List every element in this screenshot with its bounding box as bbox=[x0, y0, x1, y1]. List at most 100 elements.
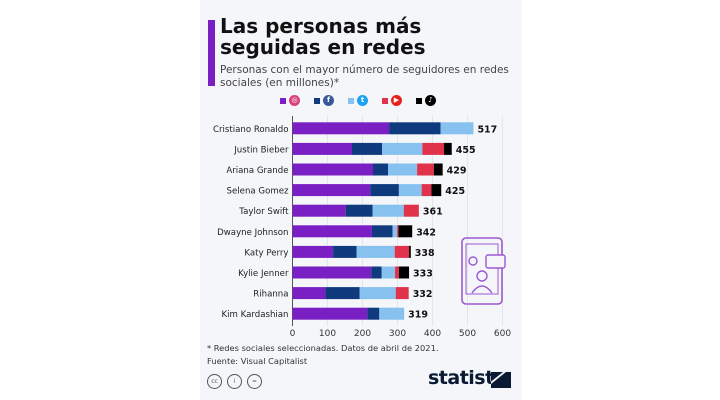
category-label: Justin Bieber bbox=[233, 145, 289, 155]
bar-segment-twitter bbox=[359, 287, 396, 300]
bar-segment-instagram bbox=[292, 307, 368, 320]
category-label: Kim Kardashian bbox=[221, 310, 288, 320]
phone-screen-icon bbox=[465, 243, 499, 295]
category-label: Ariana Grande bbox=[226, 166, 288, 176]
bar-segment-twitter bbox=[356, 245, 395, 258]
legend-swatch bbox=[348, 97, 354, 104]
bar-segment-instagram bbox=[292, 142, 352, 155]
bar-segment-youtube bbox=[394, 245, 410, 258]
bar-segment-facebook bbox=[352, 142, 383, 155]
total-label: 517 bbox=[477, 124, 497, 135]
footer: * Redes sociales seleccionadas. Datos de… bbox=[207, 342, 439, 368]
bar-segment-instagram bbox=[292, 204, 346, 217]
chart-title: Las personas más seguidas en redes bbox=[220, 14, 426, 59]
tiktok-icon: ♪ bbox=[425, 95, 436, 106]
total-label: 429 bbox=[447, 166, 467, 177]
x-tick-label: 500 bbox=[459, 329, 476, 339]
legend-swatch bbox=[280, 97, 286, 104]
category-label: Cristiano Ronaldo bbox=[213, 125, 289, 135]
category-label: Katy Perry bbox=[244, 248, 288, 258]
total-label: 332 bbox=[413, 289, 433, 300]
legend-item-tiktok: ♪ bbox=[416, 95, 436, 106]
bar-segment-facebook bbox=[367, 307, 380, 320]
bar-segment-youtube bbox=[397, 225, 399, 238]
infographic-card bbox=[200, 0, 522, 400]
bar-segment-twitter bbox=[440, 122, 474, 135]
bar-segment-instagram bbox=[292, 122, 390, 135]
facebook-icon: f bbox=[323, 95, 334, 106]
x-tick-label: 100 bbox=[319, 329, 336, 339]
x-tick-label: 400 bbox=[424, 329, 441, 339]
phone-illustration-icon bbox=[461, 237, 503, 305]
by-icon: i bbox=[227, 374, 242, 389]
bar-segment-youtube bbox=[395, 287, 409, 300]
total-label: 333 bbox=[413, 269, 433, 280]
total-label: 455 bbox=[456, 145, 476, 156]
bar-segment-youtube bbox=[395, 266, 399, 279]
category-label: Selena Gomez bbox=[227, 187, 289, 197]
chart-subtitle: Personas con el mayor número de seguidor… bbox=[220, 64, 509, 89]
bar-segment-twitter bbox=[382, 142, 423, 155]
bar-segment-tiktok bbox=[398, 266, 410, 279]
bar-segment-instagram bbox=[292, 245, 334, 258]
bar-segment-facebook bbox=[389, 122, 441, 135]
bar-segment-instagram bbox=[292, 287, 326, 300]
person-body-icon bbox=[471, 285, 493, 294]
bar-segment-youtube bbox=[417, 163, 434, 176]
twitter-icon: t bbox=[357, 95, 368, 106]
chat-bubble-icon bbox=[485, 254, 506, 269]
bar-segment-twitter bbox=[381, 266, 396, 279]
bar-segment-youtube bbox=[421, 184, 432, 197]
total-label: 342 bbox=[416, 227, 436, 238]
bar-segment-youtube bbox=[422, 142, 445, 155]
statista-mark-icon bbox=[491, 372, 511, 388]
x-tick-label: 200 bbox=[354, 329, 371, 339]
bar-chart: 0 100 200 300 400 500 600 Cristiano Ronaldo 517 J… bbox=[213, 116, 511, 339]
legend-item-facebook: f bbox=[314, 95, 334, 106]
legend-swatch bbox=[416, 97, 422, 104]
bar-segment-tiktok bbox=[433, 163, 443, 176]
category-label: Kylie Jenner bbox=[238, 269, 289, 279]
bar-segment-instagram bbox=[292, 266, 372, 279]
cc-icon: cc bbox=[207, 374, 222, 389]
total-label: 361 bbox=[423, 207, 443, 218]
bar-segment-instagram bbox=[292, 163, 373, 176]
category-label: Dwayne Johnson bbox=[217, 228, 288, 238]
legend-swatch bbox=[382, 97, 388, 104]
source: Fuente: Visual Capitalist bbox=[207, 356, 308, 366]
statista-logo: statista bbox=[428, 367, 507, 389]
legend: ◎ f t ▶ ♪ bbox=[280, 95, 436, 106]
bar-segment-instagram bbox=[292, 225, 372, 238]
bar-segment-facebook bbox=[325, 287, 360, 300]
legend-item-instagram: ◎ bbox=[280, 95, 300, 106]
total-label: 319 bbox=[408, 310, 428, 321]
category-label: Rihanna bbox=[253, 290, 288, 300]
bar-segment-facebook bbox=[333, 245, 357, 258]
legend-swatch bbox=[314, 97, 320, 104]
category-label: Taylor Swift bbox=[238, 207, 289, 217]
instagram-icon: ◎ bbox=[289, 95, 300, 106]
license-icons: cc i = bbox=[207, 374, 262, 389]
x-tick-label: 300 bbox=[389, 329, 406, 339]
nd-icon: = bbox=[247, 374, 262, 389]
bar-segment-tiktok bbox=[431, 184, 442, 197]
footnote: * Redes sociales seleccionadas. Datos de… bbox=[207, 343, 439, 353]
bar-segment-twitter bbox=[372, 204, 404, 217]
bar-segment-twitter bbox=[398, 184, 422, 197]
bar-segment-twitter bbox=[392, 225, 398, 238]
legend-item-youtube: ▶ bbox=[382, 95, 402, 106]
bar-segment-instagram bbox=[292, 184, 371, 197]
bar-segment-facebook bbox=[371, 225, 393, 238]
title-accent-bar bbox=[208, 20, 215, 86]
x-tick-label: 0 bbox=[290, 329, 296, 339]
person-head-icon bbox=[476, 270, 488, 282]
bar-segment-facebook bbox=[371, 266, 382, 279]
total-label: 338 bbox=[415, 248, 435, 259]
bar-segment-tiktok bbox=[444, 142, 452, 155]
bar-segment-twitter bbox=[379, 307, 405, 320]
bar-segment-facebook bbox=[345, 204, 373, 217]
bar-segment-tiktok bbox=[398, 225, 413, 238]
bar-segment-tiktok bbox=[409, 245, 411, 258]
legend-item-twitter: t bbox=[348, 95, 368, 106]
total-label: 425 bbox=[445, 186, 465, 197]
